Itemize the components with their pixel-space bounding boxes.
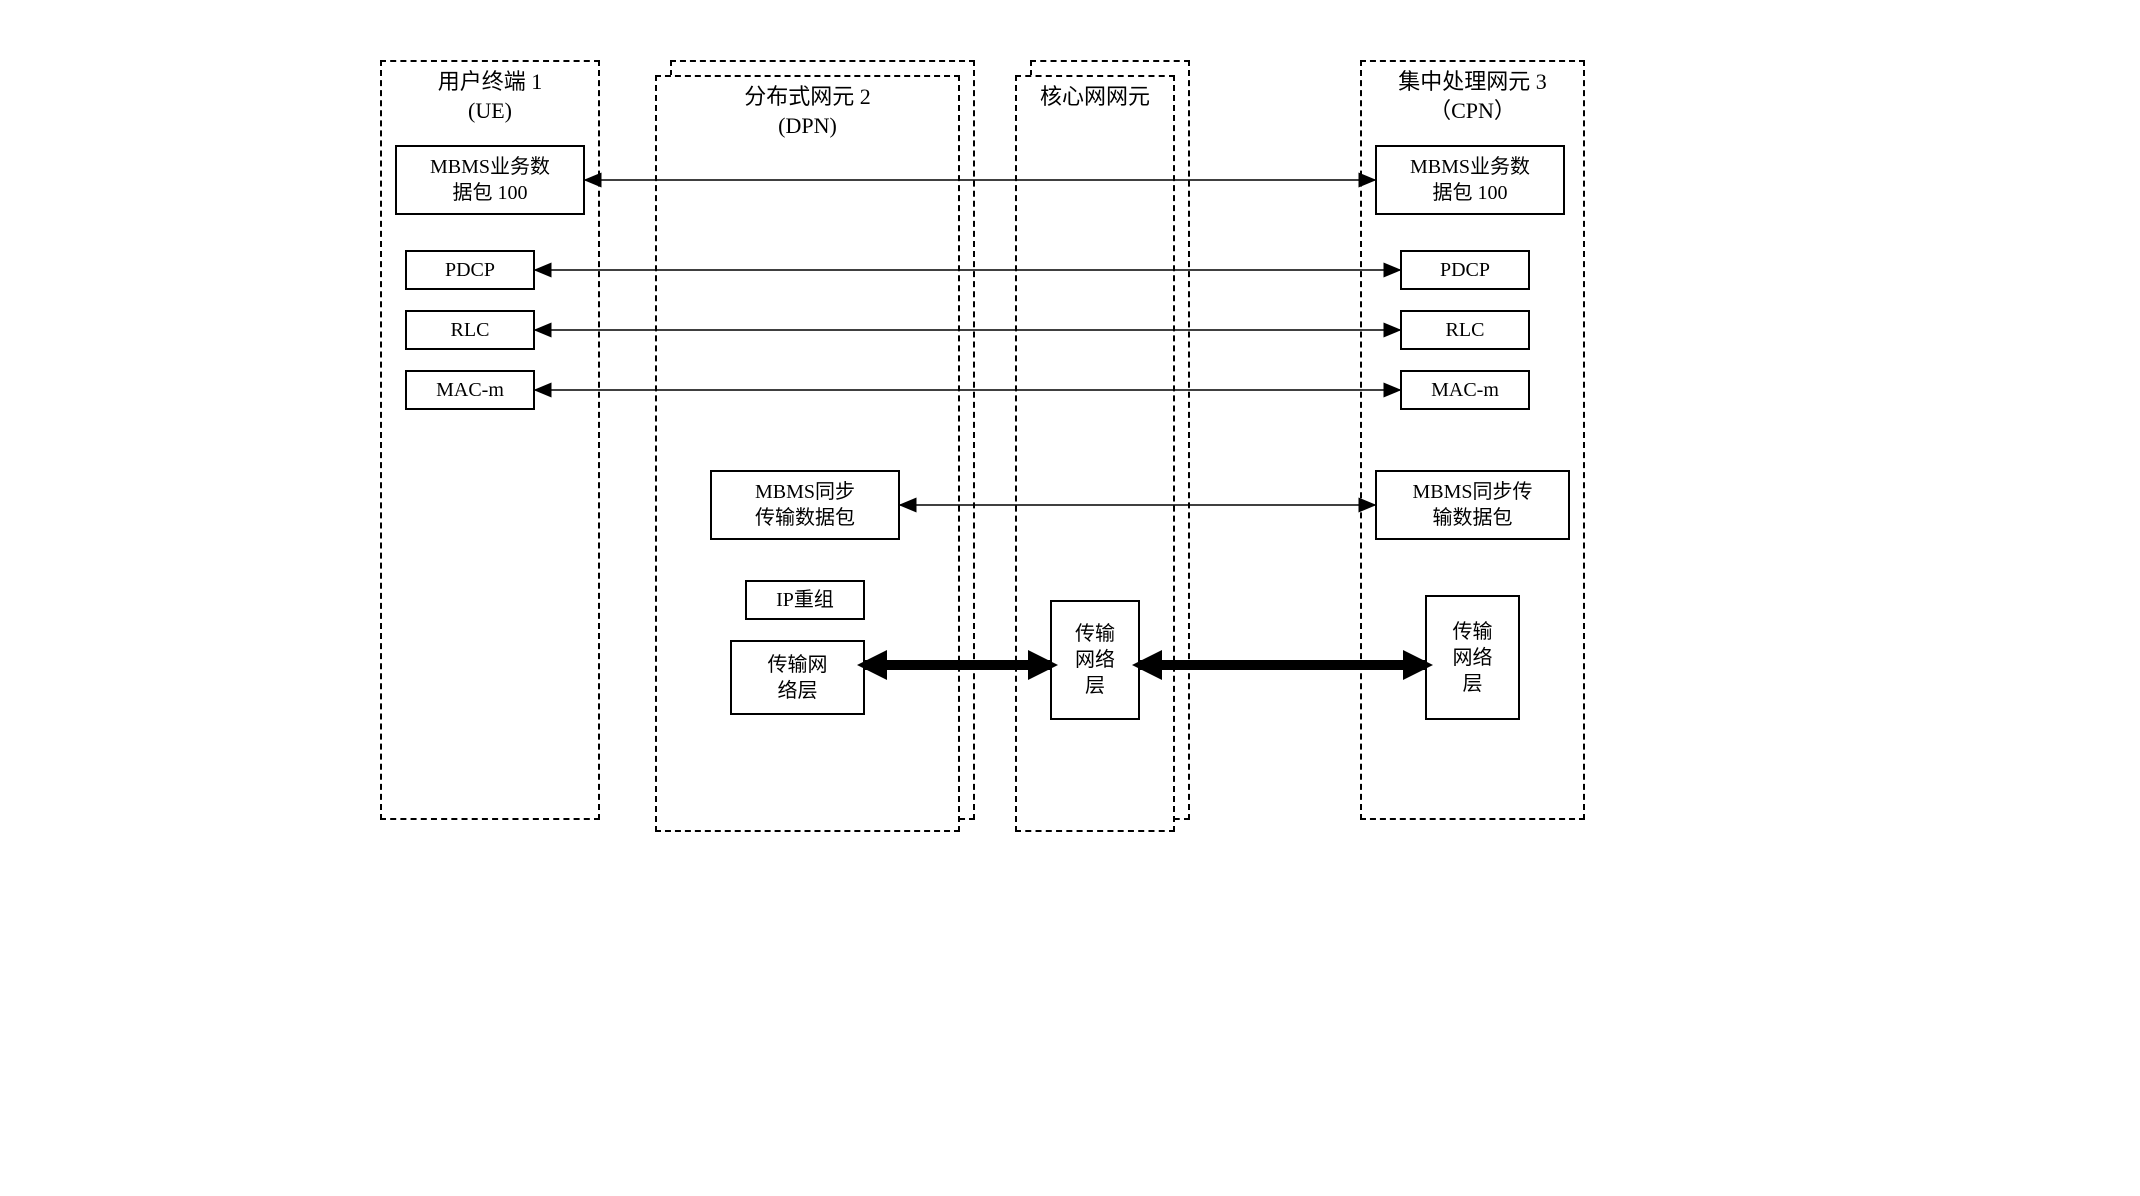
dpn-sync-box: MBMS同步传输数据包: [710, 470, 900, 540]
ue-title-line2: (UE): [468, 98, 512, 123]
cpn-rlc-box: RLC: [1400, 310, 1530, 350]
ue-pdcp-box: PDCP: [405, 250, 535, 290]
protocol-stack-diagram: 用户终端 1 (UE) 分布式网元 2 (DPN) 核心网网元 集中处理网元 3…: [350, 40, 1790, 830]
core-title-line1: 核心网网元: [1040, 84, 1150, 109]
cpn-mac-box: MAC-m: [1400, 370, 1530, 410]
dpn-column: 分布式网元 2 (DPN): [655, 75, 960, 832]
ue-column-title: 用户终端 1 (UE): [382, 62, 598, 127]
dpn-tnl-box: 传输网络层: [730, 640, 865, 715]
dpn-column-title: 分布式网元 2 (DPN): [657, 77, 958, 142]
ue-title-line1: 用户终端 1: [438, 69, 543, 94]
cpn-pdcp-box: PDCP: [1400, 250, 1530, 290]
dpn-title-line1: 分布式网元 2: [744, 84, 871, 109]
core-tnl-box: 传输网络层: [1050, 600, 1140, 720]
ue-rlc-box: RLC: [405, 310, 535, 350]
dpn-ip-box: IP重组: [745, 580, 865, 620]
cpn-column-title: 集中处理网元 3 （CPN）: [1362, 62, 1583, 127]
ue-mbms-box: MBMS业务数据包 100: [395, 145, 585, 215]
core-column-title: 核心网网元: [1017, 77, 1173, 114]
ue-mac-box: MAC-m: [405, 370, 535, 410]
cpn-mbms-box: MBMS业务数据包 100: [1375, 145, 1565, 215]
cpn-sync-box: MBMS同步传输数据包: [1375, 470, 1570, 540]
cpn-tnl-box: 传输网络层: [1425, 595, 1520, 720]
dpn-title-line2: (DPN): [778, 113, 837, 138]
cpn-title-line2: （CPN）: [1429, 98, 1516, 123]
cpn-title-line1: 集中处理网元 3: [1398, 69, 1547, 94]
